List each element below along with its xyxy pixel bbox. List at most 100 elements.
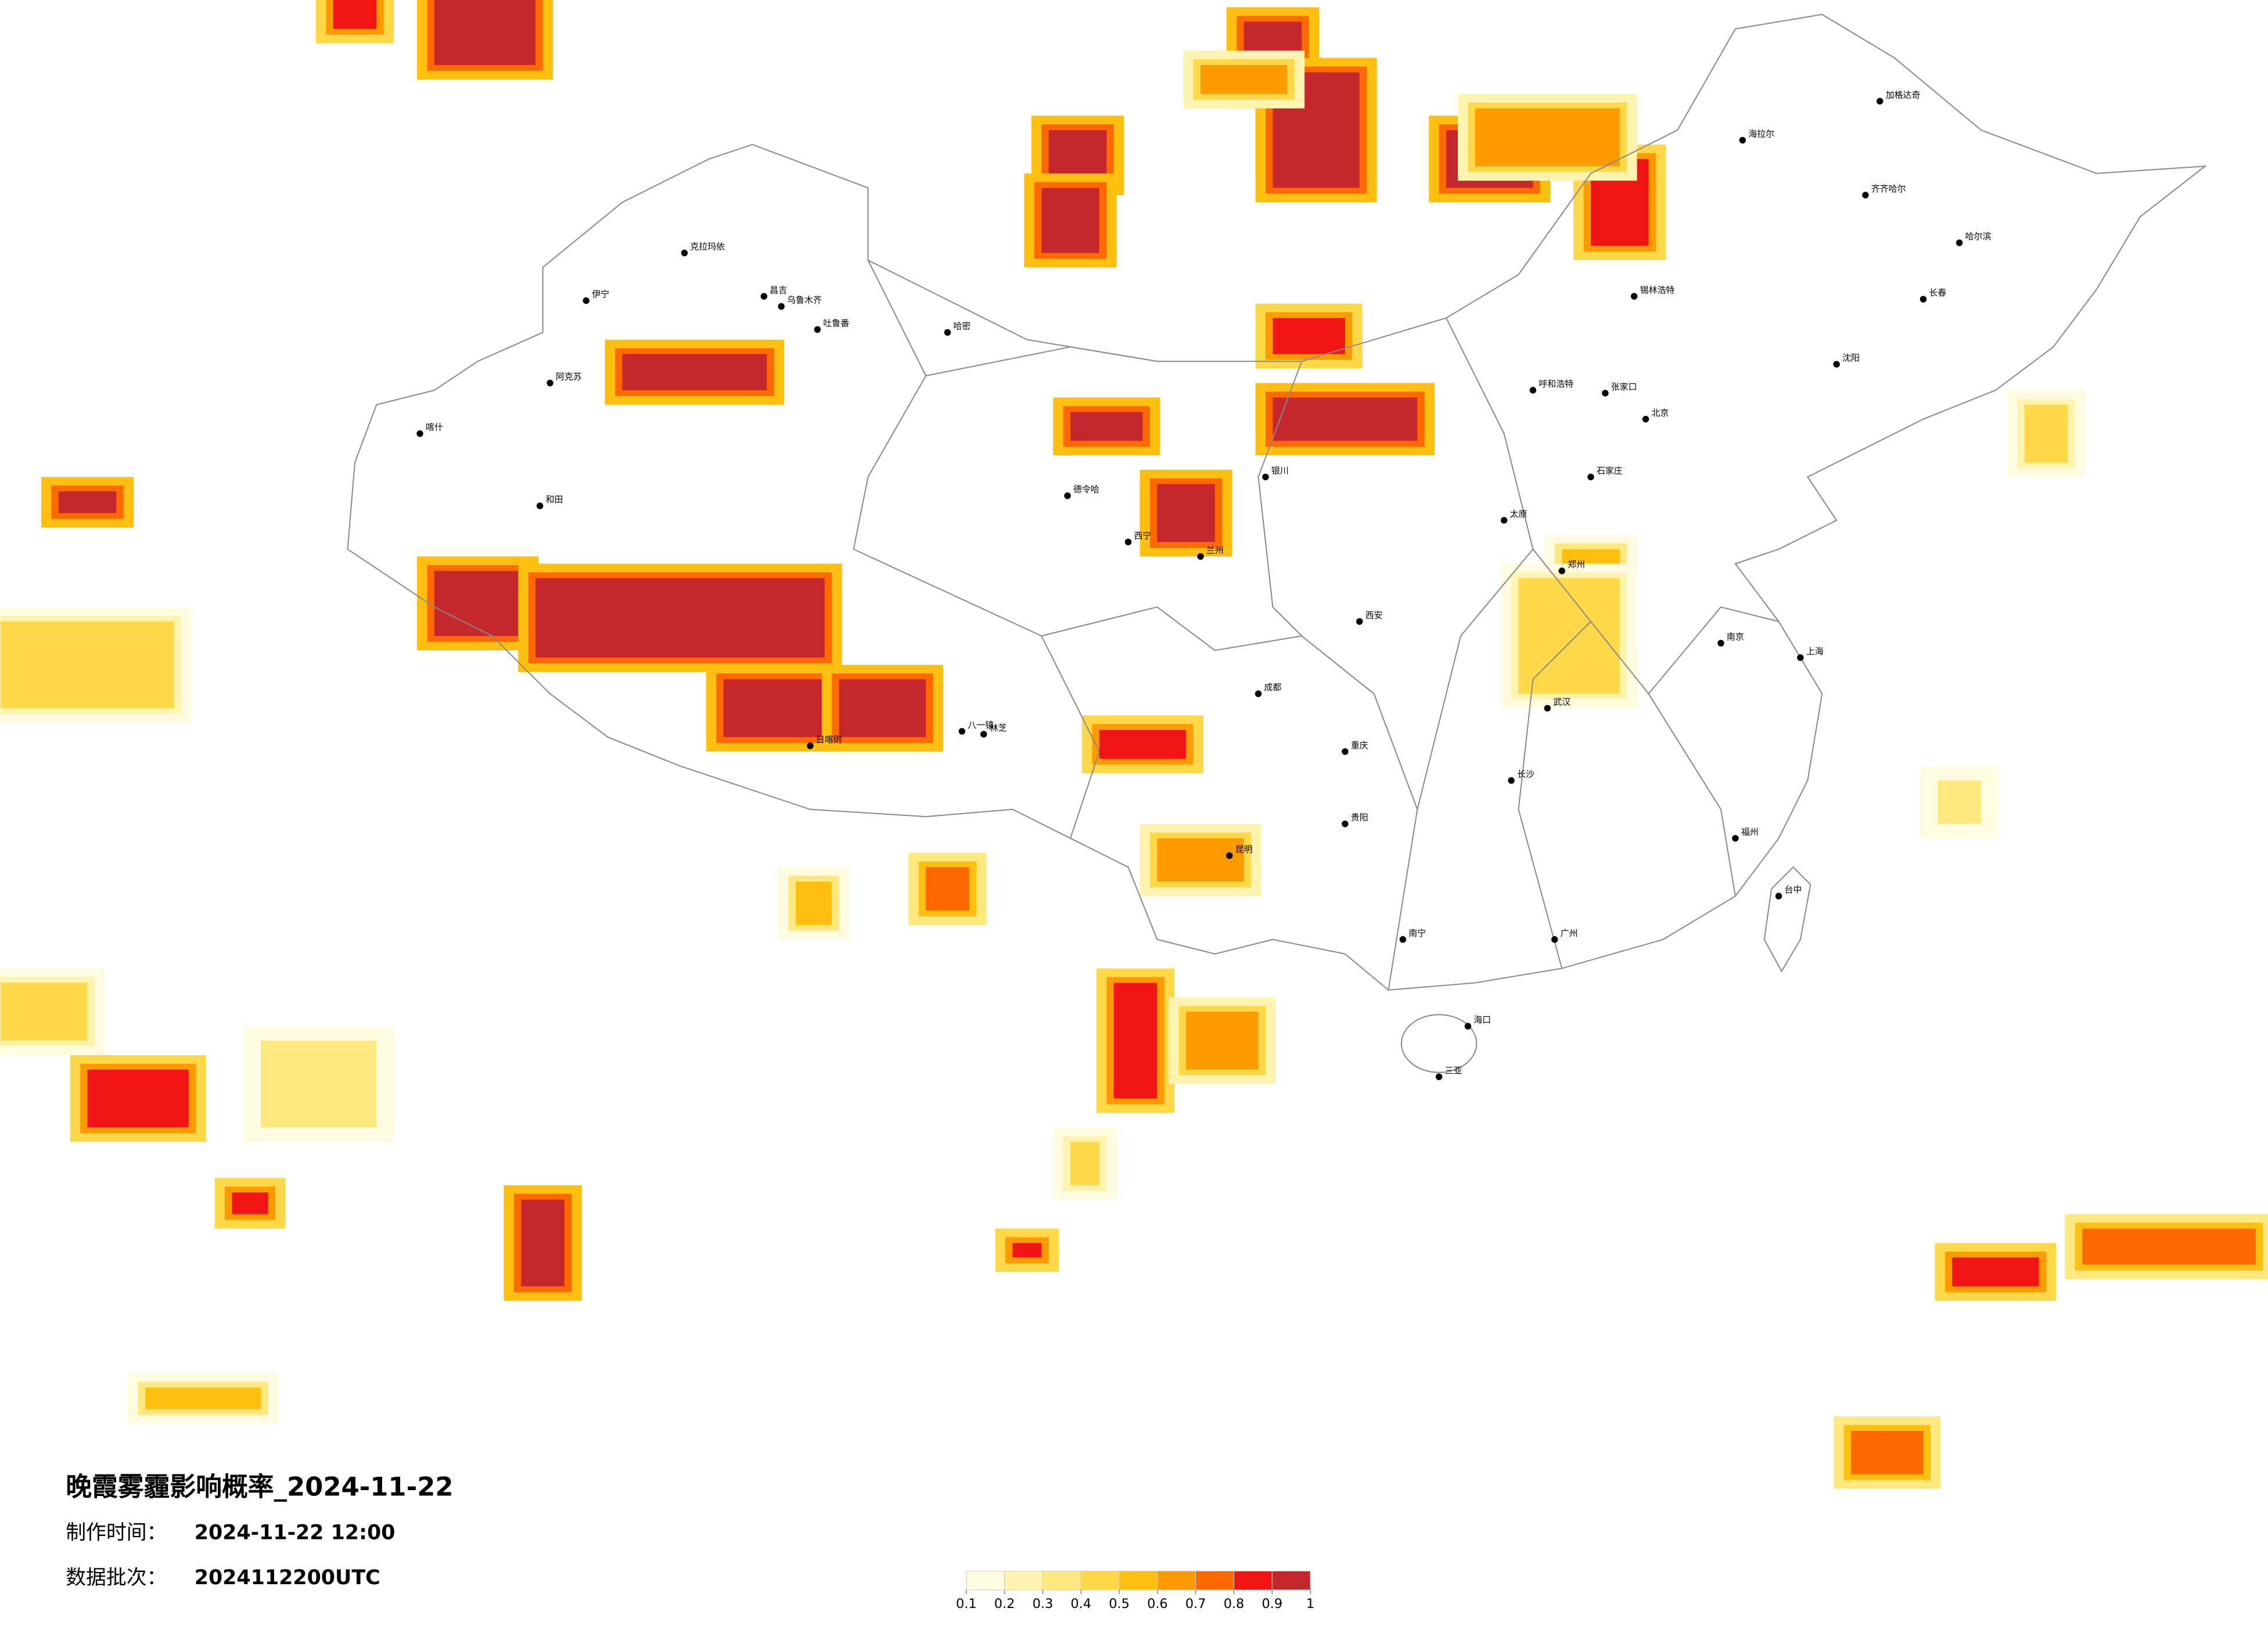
colorbar-cell <box>1004 1570 1043 1591</box>
city-dot <box>1739 136 1746 144</box>
city-label: 长沙 <box>1517 769 1534 779</box>
city-label: 日喀则 <box>816 734 842 744</box>
city-dot <box>1435 1073 1443 1080</box>
city-label: 西宁 <box>1134 530 1152 541</box>
field-core <box>145 1387 261 1409</box>
city-dot <box>807 742 814 749</box>
map-title: 晚霞雾霾影响概率_2024-11-22 <box>66 1472 453 1502</box>
city-label: 西安 <box>1365 610 1383 620</box>
field-core <box>2024 404 2068 463</box>
city-label: 哈密 <box>953 321 971 331</box>
colorbar-tick-label: 0.4 <box>1070 1596 1091 1611</box>
field-core <box>1200 65 1288 94</box>
colorbar-cell <box>1195 1570 1235 1591</box>
city-label: 阿克苏 <box>556 372 582 382</box>
city-dot <box>583 297 590 304</box>
field-core <box>1012 1243 1042 1258</box>
city-label: 贵阳 <box>1351 812 1368 823</box>
city-dot <box>1630 293 1638 300</box>
city-label: 齐齐哈尔 <box>1871 184 1906 194</box>
field-core <box>434 571 522 636</box>
city-dot <box>1717 639 1724 647</box>
colorbar-cell <box>1042 1570 1081 1591</box>
city-dot <box>1255 690 1262 697</box>
city-label: 吐鲁番 <box>823 318 849 329</box>
hainan-border <box>1400 1014 1478 1073</box>
field-core <box>796 882 832 925</box>
city-label: 武汉 <box>1553 697 1570 707</box>
city-dot <box>760 293 768 300</box>
field-core <box>1475 108 1620 167</box>
data-batch-label: 数据批次： <box>66 1566 167 1589</box>
field-core <box>1157 484 1215 542</box>
city-label: 北京 <box>1652 408 1669 418</box>
city-label: 南宁 <box>1408 928 1426 938</box>
city-label: 南京 <box>1727 632 1744 642</box>
field-core <box>535 578 825 658</box>
city-dot <box>1342 748 1349 755</box>
city-dot <box>547 379 553 387</box>
city-dot <box>1956 239 1963 246</box>
field-core <box>521 1199 565 1287</box>
city-dot <box>1500 517 1508 524</box>
city-label: 台中 <box>1785 884 1802 895</box>
city-dot <box>1544 704 1551 712</box>
city-dot <box>1508 777 1515 784</box>
colorbar-cell <box>1157 1570 1196 1591</box>
taiwan-border <box>1763 866 1811 973</box>
city-label: 德令哈 <box>1073 484 1099 495</box>
city-dot <box>980 731 987 738</box>
field-core <box>2082 1228 2256 1265</box>
field-core <box>261 1041 377 1128</box>
field-core <box>1157 838 1244 882</box>
city-label: 沈阳 <box>1842 352 1860 363</box>
field-core <box>1 621 174 708</box>
field-core <box>58 491 117 513</box>
city-label: 张家口 <box>1611 382 1637 392</box>
city-dot <box>536 502 544 509</box>
city-dot <box>944 329 951 336</box>
city-dot <box>1551 936 1558 943</box>
colorbar-cell <box>1080 1570 1120 1591</box>
province-border <box>853 260 1779 991</box>
city-label: 和田 <box>546 494 563 505</box>
field-core <box>333 0 377 29</box>
city-label: 喀什 <box>426 422 443 433</box>
city-dot <box>1775 893 1782 900</box>
city-label: 太原 <box>1510 509 1527 519</box>
city-label: 伊宁 <box>592 289 609 300</box>
field-core <box>1273 397 1418 441</box>
colorbar-tick-label: 0.9 <box>1262 1596 1283 1611</box>
colorbar-tick-label: 0.1 <box>956 1596 977 1611</box>
city-dot <box>1642 416 1649 423</box>
city-dot <box>1064 492 1071 499</box>
city-dot <box>778 303 785 310</box>
city-dot <box>1399 936 1407 943</box>
field-core <box>87 1069 189 1128</box>
field-core <box>1938 780 1981 824</box>
colorbar-tick-label: 0.5 <box>1109 1596 1130 1611</box>
city-label: 锡林浩特 <box>1640 285 1675 295</box>
city-label: 重庆 <box>1351 740 1368 750</box>
boundaries <box>347 13 2207 1073</box>
colorbar-tick-label: 0.2 <box>994 1596 1015 1611</box>
field-core <box>1070 412 1143 441</box>
city-label: 乌鲁木齐 <box>787 295 822 305</box>
colorbar-cell <box>966 1570 1005 1591</box>
city-dot <box>1587 473 1594 481</box>
city-label: 郑州 <box>1568 559 1585 570</box>
city-label: 克拉玛依 <box>690 242 725 252</box>
colorbar-tick-label: 0.6 <box>1147 1596 1168 1611</box>
city-dot <box>416 430 423 437</box>
field-core <box>434 0 536 65</box>
production-time-value: 2024-11-22 12:00 <box>195 1521 396 1545</box>
city-label: 石家庄 <box>1597 465 1623 476</box>
city-label: 成都 <box>1264 682 1282 693</box>
city-label: 呼和浩特 <box>1539 379 1573 389</box>
city-label: 福州 <box>1741 827 1759 837</box>
city-label: 银川 <box>1271 465 1289 476</box>
city-label: 海拉尔 <box>1748 128 1774 139</box>
colorbar-cell <box>1119 1570 1158 1591</box>
